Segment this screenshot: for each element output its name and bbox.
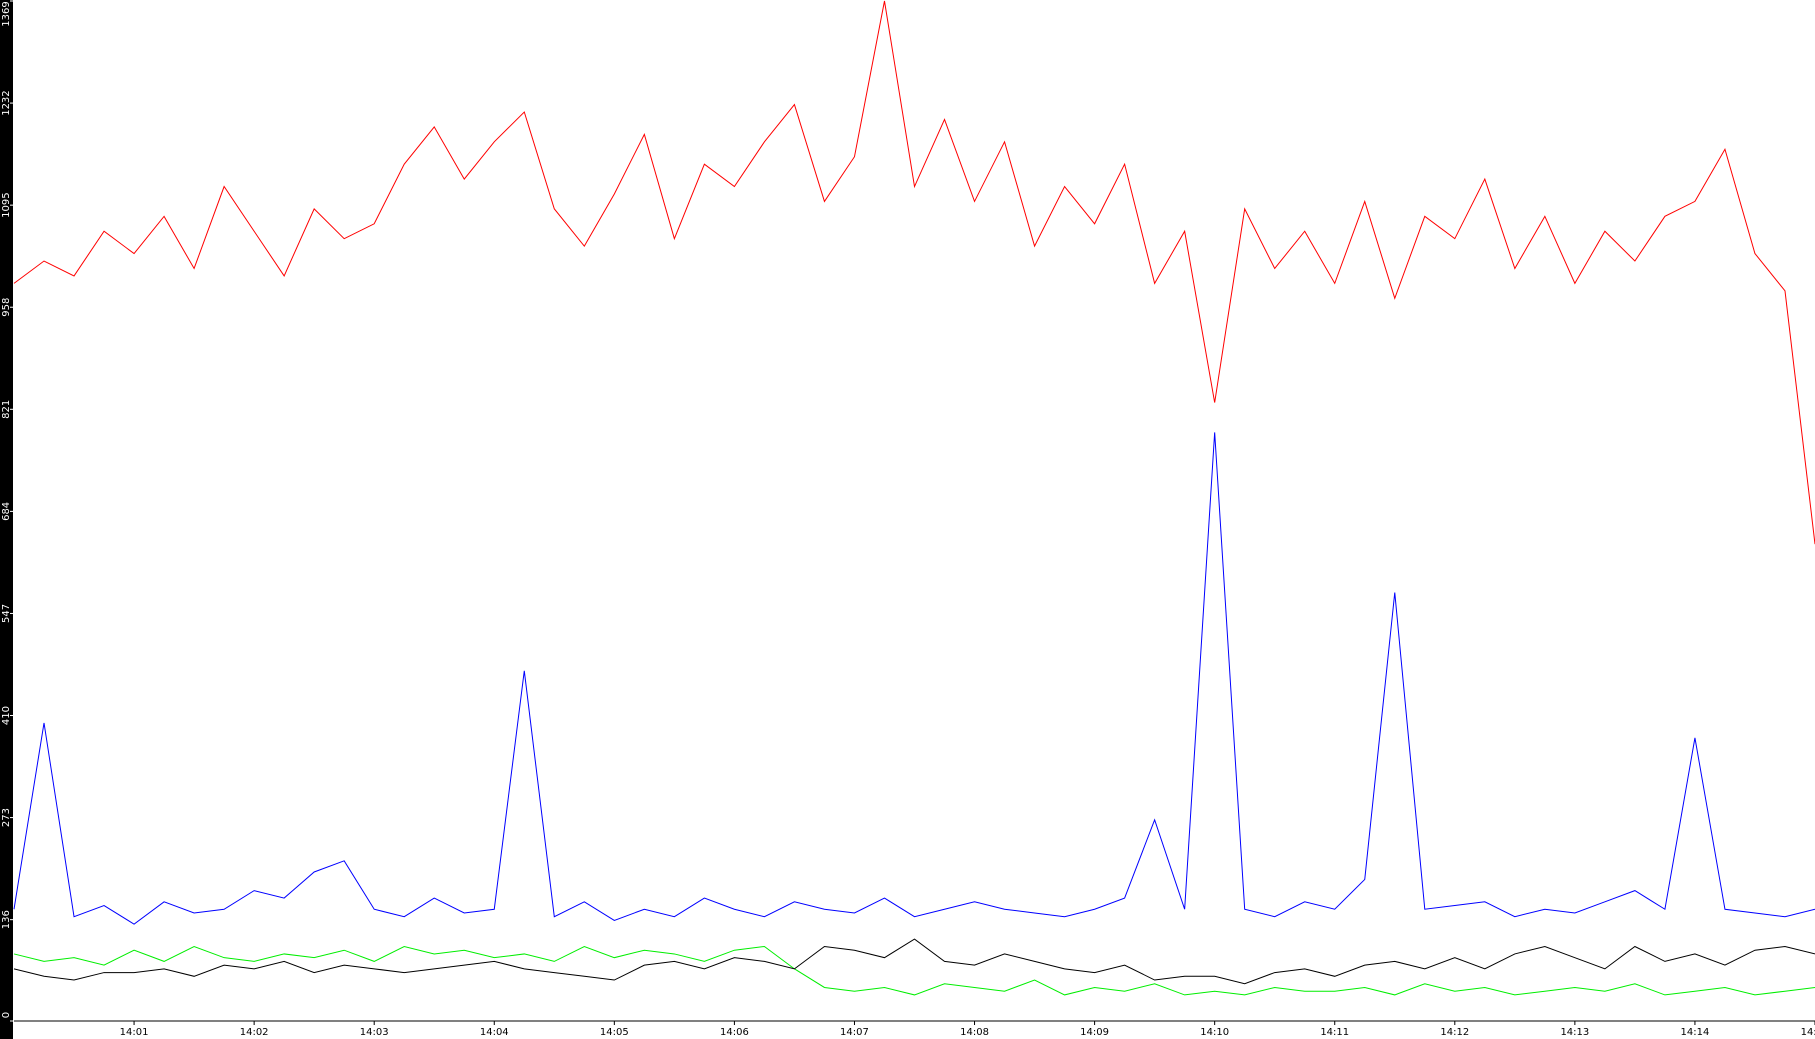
- y-tick-label: 547: [1, 604, 12, 623]
- x-tick-label: 14:07: [840, 1027, 869, 1038]
- x-tick-label: 14:11: [1320, 1027, 1349, 1038]
- series-line: [13, 945, 1815, 996]
- y-tick-label: 821: [1, 400, 12, 419]
- x-tick-label: 14:03: [360, 1027, 389, 1038]
- y-tick-label: 136: [1, 910, 12, 929]
- x-tick-label: 14:14: [1681, 1027, 1710, 1038]
- y-tick-label: 410: [1, 706, 12, 725]
- x-tick-label: 14:10: [1200, 1027, 1229, 1038]
- y-tick-label: 0: [1, 1012, 12, 1018]
- x-tick-label: 14:13: [1560, 1027, 1589, 1038]
- series-line: [13, 938, 1815, 985]
- y-tick-label: 1095: [1, 192, 12, 217]
- y-tick-label: 1232: [1, 90, 12, 115]
- x-tick-label: 14:09: [1080, 1027, 1109, 1038]
- series-line: [13, 0, 1815, 545]
- x-tick-label: 14:12: [1440, 1027, 1469, 1038]
- x-tick-label: 14:06: [720, 1027, 749, 1038]
- x-tick-label: 14:05: [600, 1027, 629, 1038]
- x-tick-label: 14:08: [960, 1027, 989, 1038]
- y-tick-label: 1369: [1, 1, 12, 26]
- series-line: [13, 432, 1815, 925]
- x-tick-label: 14:04: [480, 1027, 509, 1038]
- x-tick-label: 14:02: [240, 1027, 269, 1038]
- y-tick-label: 273: [1, 808, 12, 827]
- y-tick-label: 684: [1, 502, 12, 521]
- y-tick-label: 958: [1, 298, 12, 317]
- y-axis-strip: [0, 0, 13, 1039]
- x-tick-label: 14:15: [1801, 1027, 1815, 1038]
- x-tick-label: 14:01: [120, 1027, 149, 1038]
